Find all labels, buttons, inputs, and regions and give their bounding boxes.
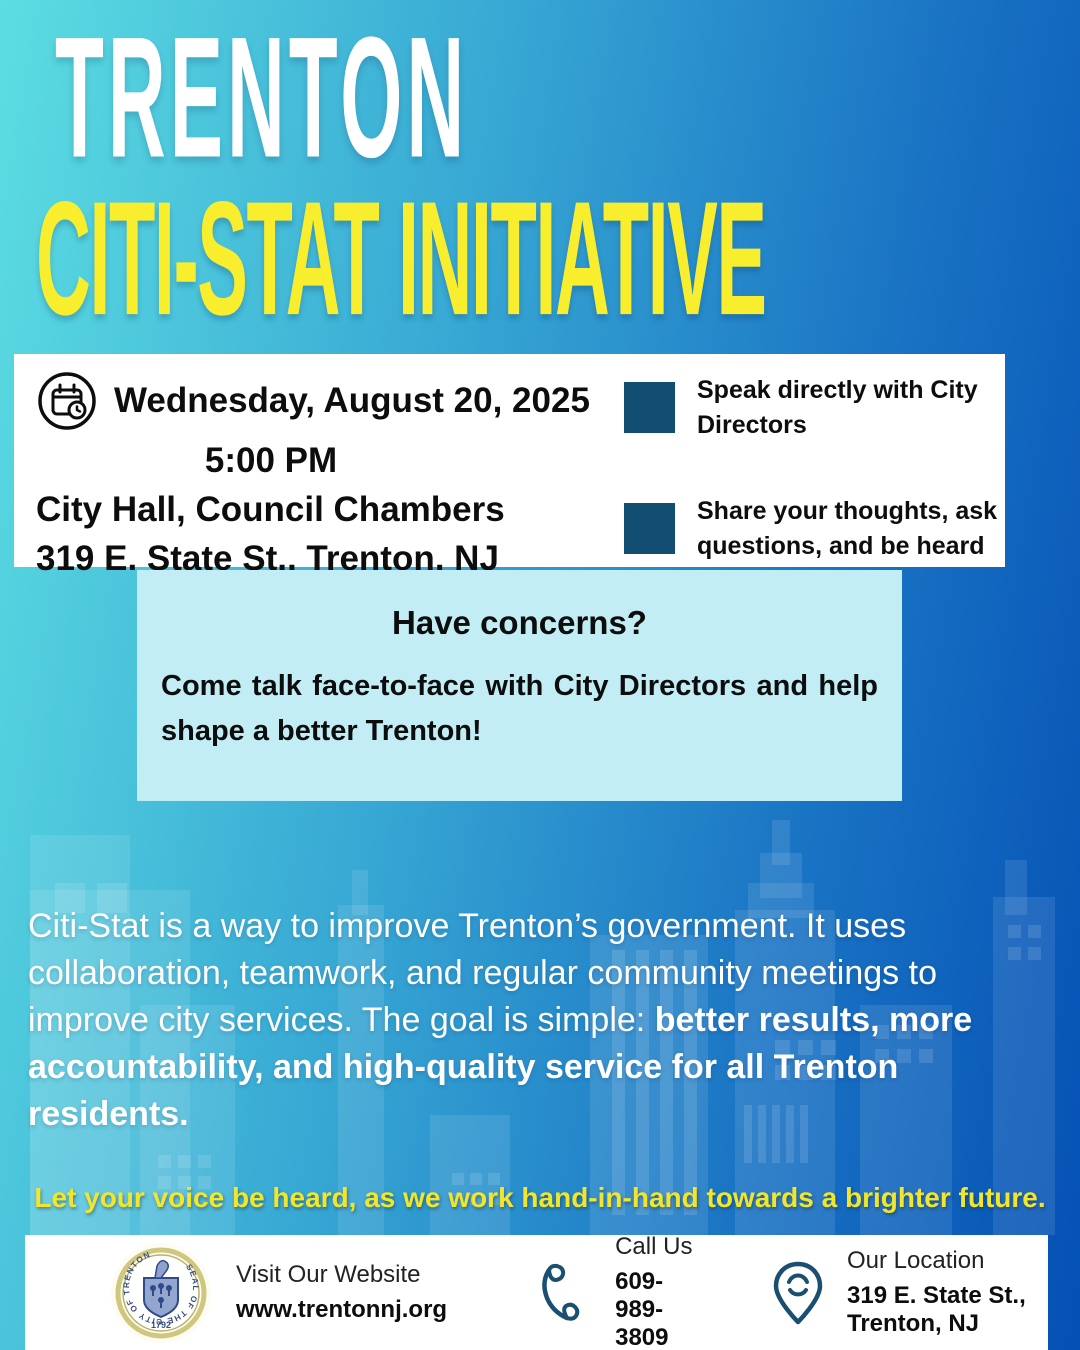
poster-title: TRENTON <box>55 1 469 195</box>
event-venue: City Hall, Council Chambers <box>36 490 505 529</box>
location-address: 319 E. State St., Trenton, NJ <box>847 1282 1026 1337</box>
city-skyline-graphic <box>30 820 1055 1235</box>
concerns-card: Have concerns? Come talk face-to-face wi… <box>137 570 902 801</box>
trenton-city-seal: SEAL OF THE CITY OF TRENTON 1792 <box>111 1242 211 1343</box>
program-description: Citi-Stat is a way to improve Trenton’s … <box>28 903 1052 1138</box>
square-bullet-icon <box>624 503 675 554</box>
event-time: 5:00 PM <box>204 441 338 480</box>
phone-contact: Call Us 609-989-3809 <box>535 1233 697 1350</box>
seal-year-text: 1792 <box>151 1320 171 1330</box>
event-details-card: Wednesday, August 20, 2025 5:00 PM City … <box>14 354 1005 578</box>
website-url: www.trentonnj.org <box>236 1296 448 1323</box>
highlight-item: Share your thoughts, ask questions, and … <box>624 494 1005 563</box>
highlight-label: Speak directly with City Directors <box>697 376 978 439</box>
phone-number: 609-989-3809 <box>615 1268 669 1350</box>
location-pin-icon <box>773 1261 823 1324</box>
description-regular: Citi-Stat is a way to improve Trenton’s … <box>28 907 937 1039</box>
location-contact: Our Location 319 E. State St., Trenton, … <box>769 1247 1048 1338</box>
description-bold: better results, more accountability, and… <box>28 1000 973 1133</box>
square-bullet-icon <box>624 382 675 433</box>
tagline: Let your voice be heard, as we work hand… <box>34 1182 1046 1213</box>
footer-contact-bar: SEAL OF THE CITY OF TRENTON 1792 Visit O… <box>25 1233 1048 1350</box>
event-highlights: Speak directly with City Directors Share… <box>624 354 1005 567</box>
poster-subtitle: CITI-STAT INITIATIVE <box>36 168 767 350</box>
calendar-icon <box>38 372 96 430</box>
phone-icon <box>542 1263 580 1321</box>
concerns-heading: Have concerns? <box>392 604 647 641</box>
highlight-label: Share your thoughts, ask questions, and … <box>697 497 998 560</box>
event-when-where: Wednesday, August 20, 2025 5:00 PM City … <box>14 354 624 578</box>
location-label: Our Location <box>847 1247 985 1274</box>
website-contact: Visit Our Website www.trentonnj.org <box>236 1261 447 1324</box>
website-label: Visit Our Website <box>236 1261 421 1288</box>
highlight-item: Speak directly with City Directors <box>624 373 1005 442</box>
concerns-body: Come talk face-to-face with City Directo… <box>161 670 878 747</box>
event-date: Wednesday, August 20, 2025 <box>114 381 590 420</box>
phone-label: Call Us <box>615 1233 693 1260</box>
